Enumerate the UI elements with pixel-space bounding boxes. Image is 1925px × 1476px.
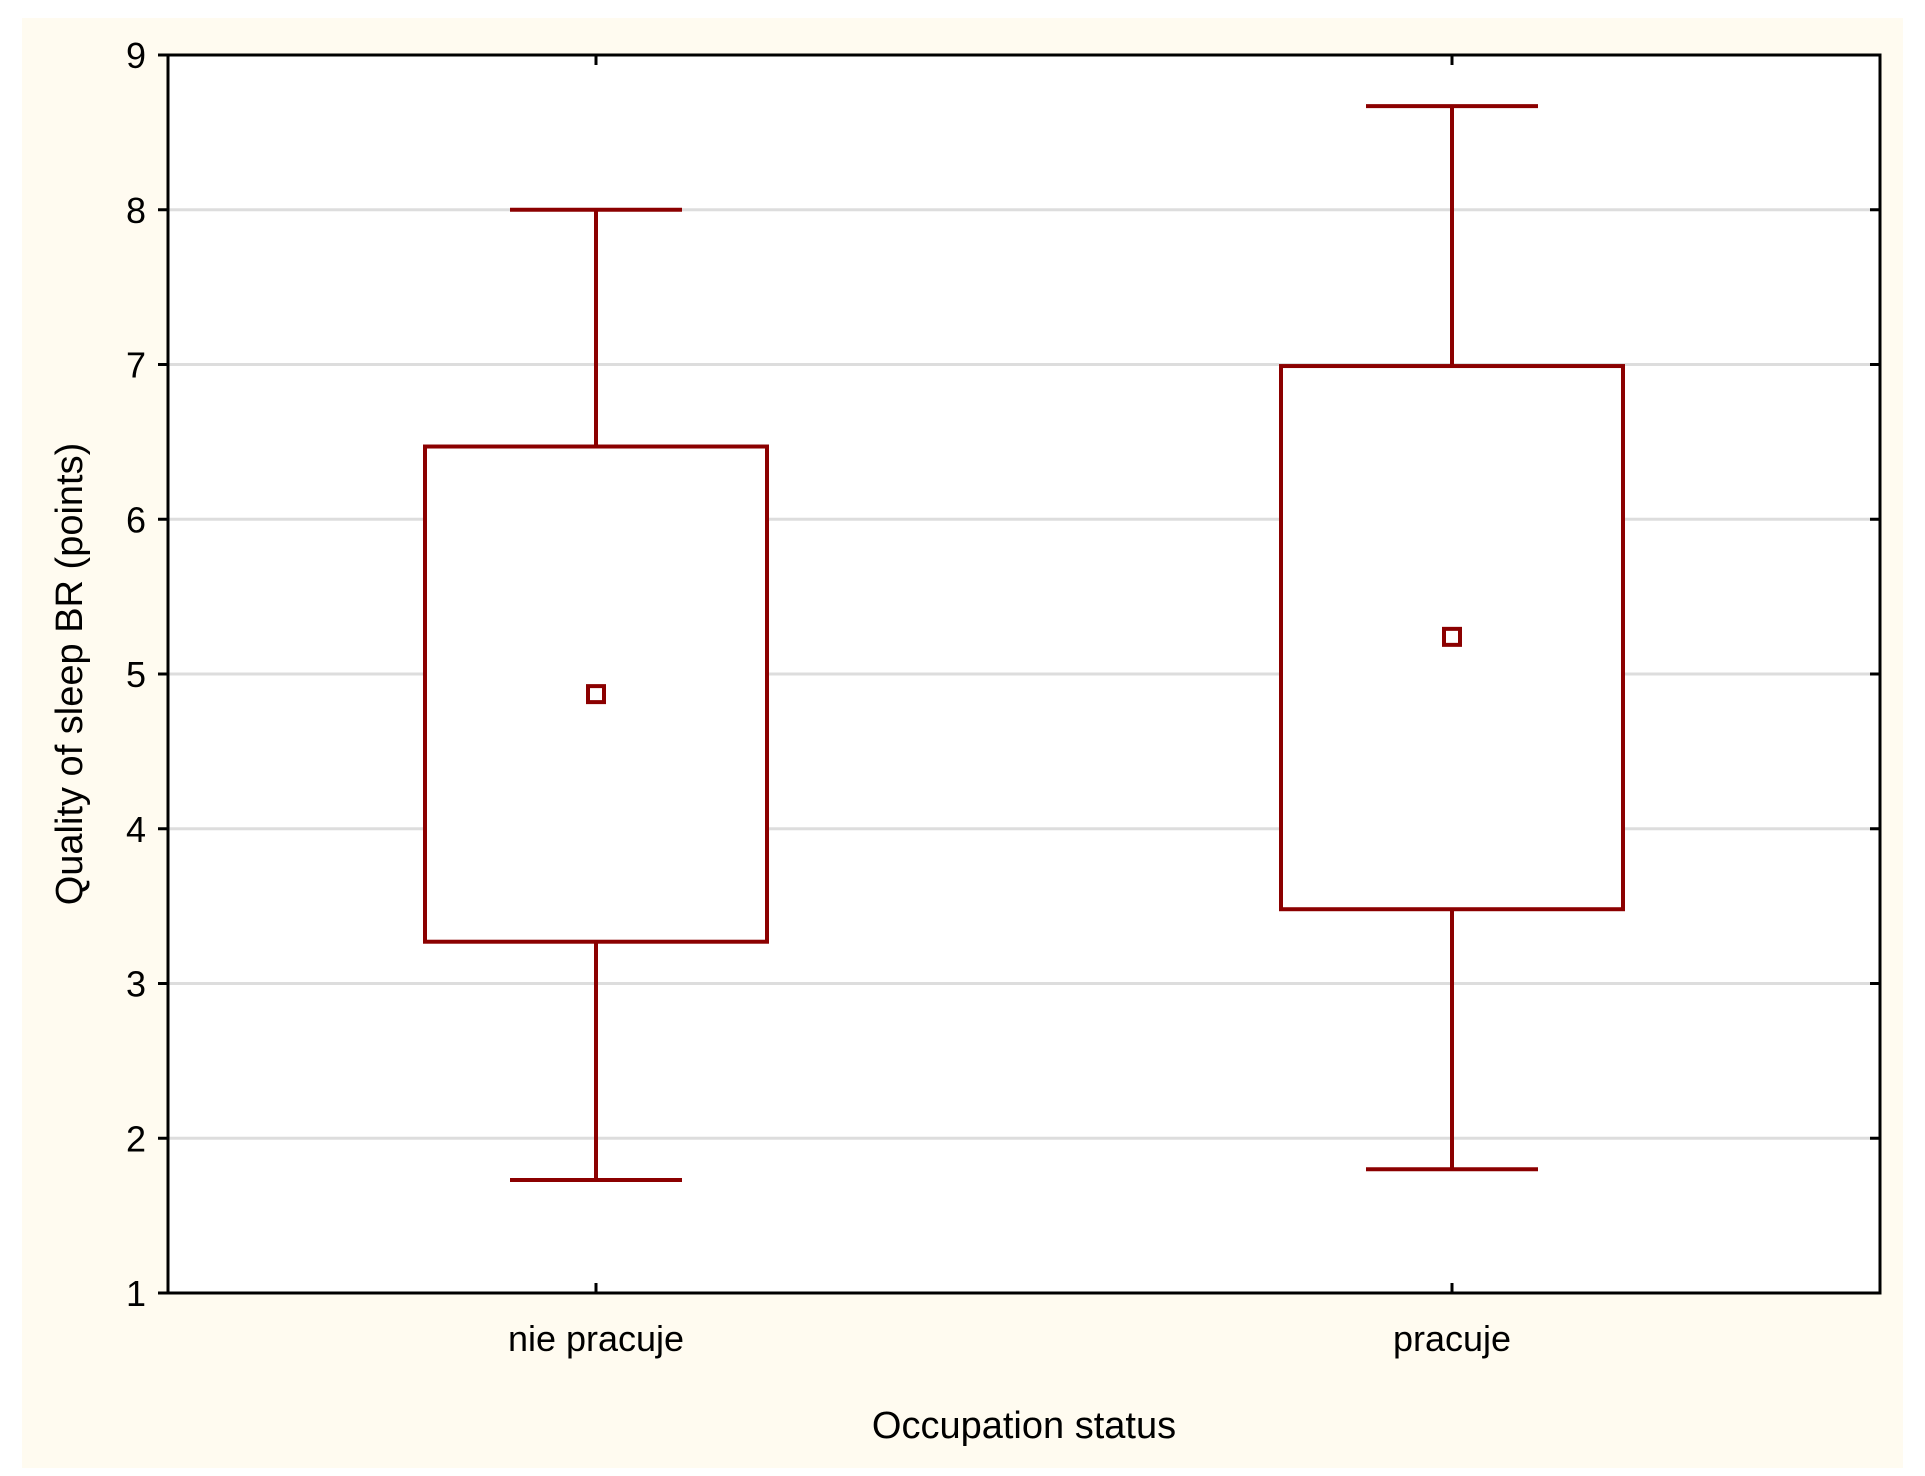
y-tick-label: 7: [126, 345, 146, 386]
y-tick-label: 5: [126, 654, 146, 695]
y-tick-label: 6: [126, 499, 146, 540]
plot-frame: [166, 53, 1882, 1295]
y-tick-label: 2: [126, 1118, 146, 1159]
y-tick-labels: 1 2 3 4 5 6 7 8 9: [126, 35, 146, 1314]
center-marker: [1442, 626, 1462, 647]
x-tick-label: nie pracuje: [508, 1318, 684, 1359]
y-tick-label: 4: [126, 809, 146, 850]
box-group-2: [1279, 104, 1625, 1172]
y-tick-label: 3: [126, 964, 146, 1005]
y-tick-label: 9: [126, 35, 146, 76]
y-tick-label: 1: [126, 1273, 146, 1314]
y-tick-label: 8: [126, 190, 146, 231]
x-tick-marks: [594, 55, 1454, 1293]
x-tick-labels: nie pracuje pracuje: [508, 1318, 1511, 1359]
x-tick-label: pracuje: [1393, 1318, 1511, 1359]
box: [1279, 364, 1625, 912]
box-group-1: [423, 207, 769, 1183]
y-axis-title: Quality of sleep BR (points): [49, 443, 91, 906]
x-axis-title: Occupation status: [872, 1405, 1176, 1447]
center-marker: [586, 684, 606, 705]
box-series: [423, 104, 1625, 1183]
